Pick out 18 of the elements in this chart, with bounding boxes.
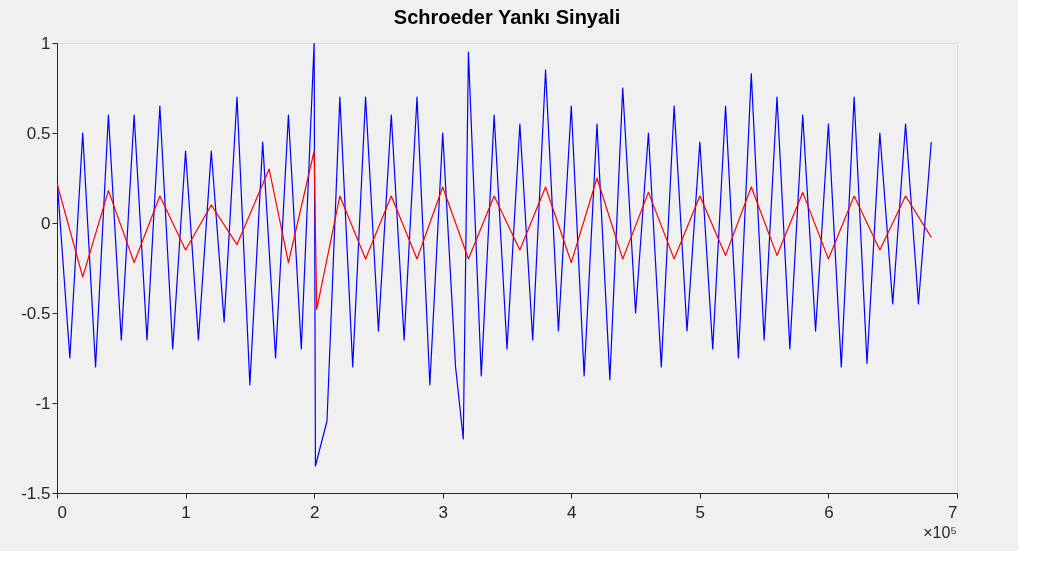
y-tick-label: 0.5 [26, 123, 51, 143]
text: ×10⁵ [923, 524, 957, 541]
y-tick-label: -1 [35, 393, 51, 413]
x-tick-label: 5 [695, 502, 706, 522]
y-tick-label: 1 [41, 33, 51, 53]
y-tick-label: -1.5 [21, 483, 51, 503]
x-tick-label: 3 [438, 502, 448, 522]
x-tick-label: 0 [57, 502, 67, 522]
x-tick-label: 1 [181, 502, 191, 522]
x-tick-label: 2 [309, 502, 320, 522]
chart-title: Schroeder Yankı Sinyali [393, 6, 621, 28]
line-series [57, 43, 932, 467]
x-tick-label: 4 [567, 502, 577, 522]
x-tick-label: 7 [948, 502, 958, 522]
x-tick-label: 6 [824, 502, 834, 522]
line-series [57, 150, 932, 310]
y-tick-label: -0.5 [21, 303, 51, 323]
y-tick-label: 0 [41, 213, 51, 233]
